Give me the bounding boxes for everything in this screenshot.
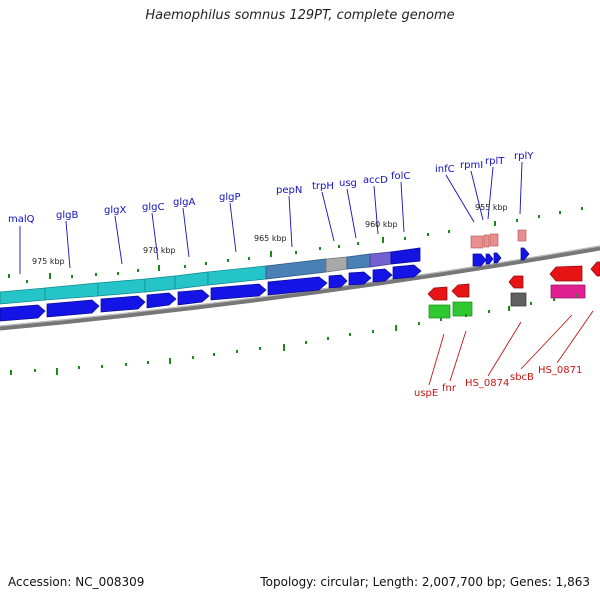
leader-lines-forward (19, 161, 523, 274)
tick-label-955: 955 kbp (475, 203, 508, 212)
track-segment-folC (390, 247, 421, 265)
gene-label-HS_0871: HS_0871 (538, 365, 582, 376)
cds-track-reverse (427, 261, 600, 301)
track-segment-rpmI (483, 234, 490, 248)
cds-arrow-folC (392, 264, 422, 280)
track-segment-sbcB (550, 284, 586, 299)
cds-arrow-malQ (0, 304, 46, 322)
feature-track-upper (0, 229, 527, 305)
gene-label-rpmI: rpmI (460, 160, 483, 171)
tick-label-965: 965 kbp (254, 234, 287, 243)
map-title: Haemophilus somnus 129PT, complete genom… (145, 8, 455, 23)
gene-label-sbcB: sbcB (510, 372, 534, 383)
gene-label-uspE: uspE (414, 388, 438, 399)
cds-arrow-glgA (177, 289, 210, 306)
cds-arrow-rplY (520, 247, 530, 261)
gene-label-rplY: rplY (514, 151, 534, 162)
track-segment-glgA (174, 271, 209, 290)
gene-label-glgX: glgX (104, 205, 126, 216)
track-segment-trpH (325, 256, 348, 273)
gene-label-glgP: glgP (219, 192, 241, 203)
track-segment-glgC (144, 275, 176, 293)
track-segment-glgP (207, 265, 267, 286)
cds-arrow-HS_0871 (590, 261, 600, 277)
genome-backbone (0, 245, 600, 331)
cds-arrow-HS_0874 (508, 275, 524, 289)
tick-label-970: 970 kbp (143, 246, 176, 255)
gene-label-fnr: fnr (442, 383, 457, 394)
leader-lines-reverse (428, 310, 594, 386)
gene-label-HS_0874: HS_0874 (465, 378, 509, 389)
track-segment-glgX (97, 278, 146, 297)
cds-track-forward (0, 247, 530, 322)
cds-arrow-trpH (328, 274, 348, 289)
cds-arrow-glgB (46, 299, 100, 318)
gene-labels-forward: malQ glgB glgX glgC glgA glgP pepN trpH … (8, 151, 534, 225)
gene-label-usg: usg (339, 178, 357, 189)
gene-label-infC: infC (435, 164, 455, 175)
gene-label-trpH: trpH (312, 181, 334, 192)
gene-label-glgA: glgA (173, 197, 195, 208)
cds-arrow-glgP (210, 283, 267, 301)
track-segment-uspE (428, 304, 451, 319)
track-segment-rplY (517, 229, 527, 242)
gene-label-malQ: malQ (8, 214, 35, 225)
cds-arrow-infC (472, 253, 487, 267)
gene-label-glgB: glgB (56, 210, 78, 221)
cds-arrow-uspE (427, 286, 448, 301)
cds-arrow-glgX (100, 295, 146, 313)
cds-arrow-pepN (267, 276, 328, 296)
track-segment-usg (346, 253, 371, 270)
track-segment-rplT (489, 233, 499, 247)
cds-arrow-rplT (493, 252, 502, 264)
track-segment-HS_0874 (510, 292, 527, 307)
cds-arrow-usg (348, 271, 372, 286)
gene-labels-reverse: uspE fnr HS_0874 sbcB HS_0871 (414, 365, 582, 399)
track-segment-accD (369, 251, 392, 268)
feature-track-lower (428, 284, 586, 319)
cds-arrow-glgC (146, 292, 177, 309)
accession-label: Accession: NC_008309 (8, 575, 145, 589)
tick-label-975: 975 kbp (32, 257, 65, 266)
cds-arrow-sbcB (549, 265, 583, 282)
track-segment-glgB (44, 282, 99, 301)
gene-label-rplT: rplT (485, 156, 505, 167)
gene-label-folC: folC (391, 171, 410, 182)
topology-label: Topology: circular; Length: 2,007,700 bp… (260, 575, 590, 589)
gene-label-pepN: pepN (276, 185, 302, 196)
gene-label-glgC: glgC (142, 202, 164, 213)
scale-ticks-lower (10, 294, 577, 375)
tick-label-960: 960 kbp (365, 220, 398, 229)
track-segment-malQ (0, 287, 46, 305)
scale-ticks-upper (8, 207, 583, 283)
gene-label-accD: accD (363, 175, 388, 186)
track-segment-infC (470, 235, 484, 249)
cds-arrow-accD (372, 268, 393, 283)
track-segment-pepN (265, 258, 327, 280)
cds-arrow-fnr (451, 283, 470, 298)
track-segment-fnr (452, 301, 473, 317)
cds-arrow-rpmI (485, 253, 494, 265)
